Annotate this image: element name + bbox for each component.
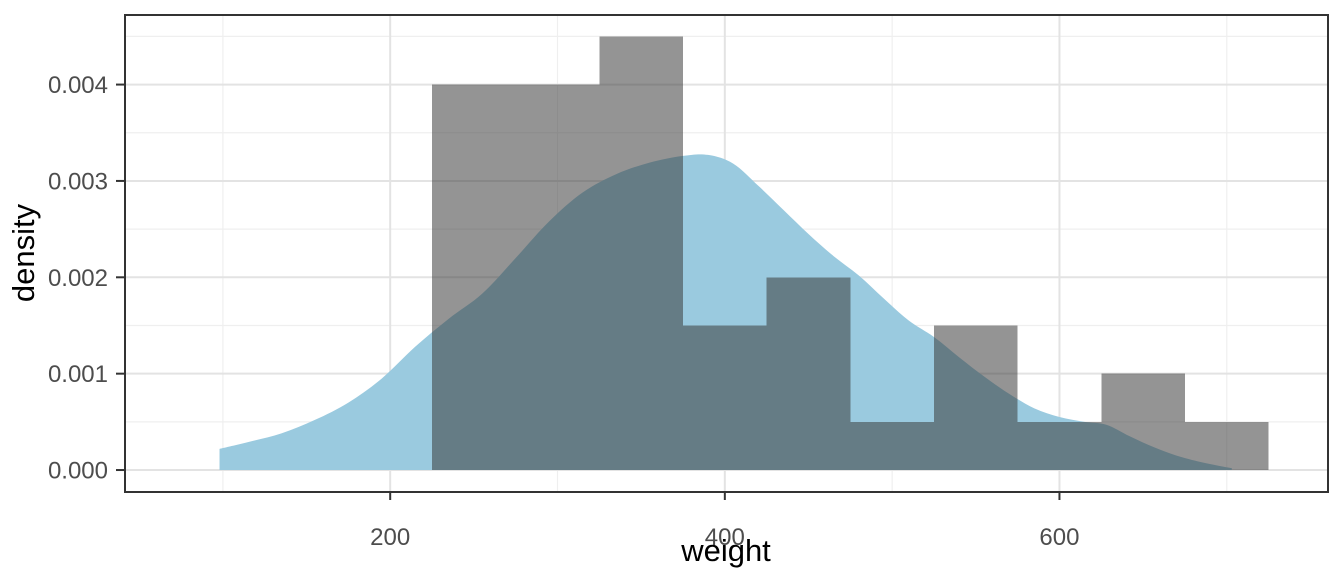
- histogram-bar: [1184, 421, 1269, 471]
- plot-area: 200 400 600 0.000 0.001 0.002 0.003 0.004: [48, 14, 1329, 551]
- histogram-bar: [766, 277, 851, 471]
- y-tick-label: 0.004: [48, 72, 108, 99]
- histogram-bars: [432, 36, 1269, 471]
- y-axis-title: density: [6, 203, 41, 302]
- y-tick-label: 0.003: [48, 168, 108, 195]
- histogram-bar: [683, 325, 767, 471]
- histogram-bar: [850, 421, 934, 471]
- x-tick-label: 600: [1039, 524, 1079, 551]
- histogram-bar: [432, 84, 516, 471]
- histogram-bar: [933, 325, 1018, 471]
- histogram-bar: [515, 84, 600, 471]
- x-axis-title: weight: [680, 533, 771, 568]
- axis-ticks: [116, 83, 1061, 500]
- y-tick-label: 0.002: [48, 265, 108, 292]
- histogram-bar: [1101, 373, 1185, 471]
- panel-border: [124, 14, 1329, 493]
- tick-labels: 200 400 600 0.000 0.001 0.002 0.003 0.004: [48, 72, 1080, 551]
- y-tick-label: 0.001: [48, 361, 108, 388]
- y-tick-label: 0.000: [48, 458, 108, 485]
- x-tick-label: 200: [370, 524, 410, 551]
- x-tick-label: 400: [705, 524, 745, 551]
- histogram-bar: [1017, 421, 1102, 471]
- histogram-bar: [599, 36, 683, 471]
